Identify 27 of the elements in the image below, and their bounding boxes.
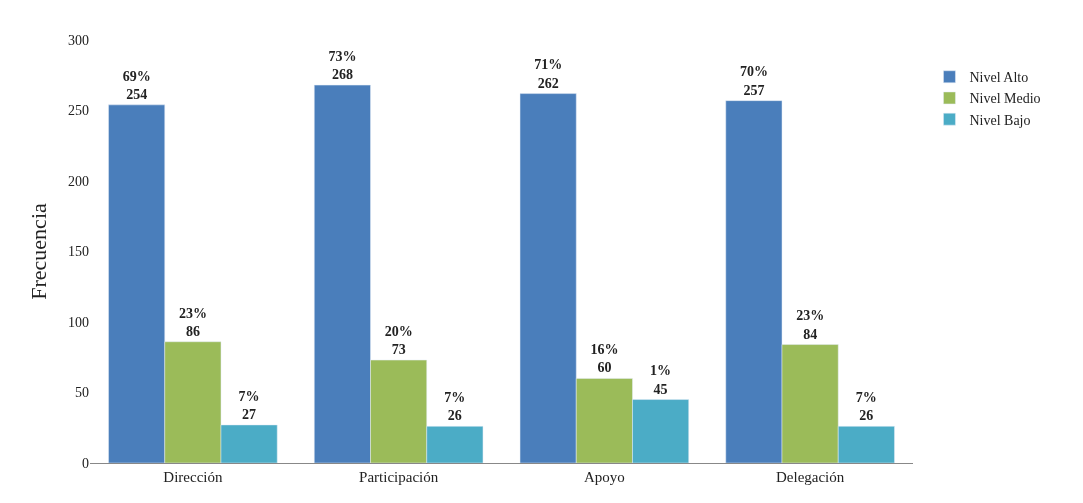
- y-tick-label: 200: [68, 173, 89, 189]
- y-tick-label: 250: [68, 103, 89, 119]
- data-label: 20% 73: [384, 323, 413, 358]
- data-label: 71% 262: [534, 57, 563, 91]
- data-label: 70% 257: [739, 64, 768, 98]
- x-tick-label: Participación: [359, 469, 439, 485]
- y-tick-label: 50: [75, 385, 89, 401]
- data-label: 7% 26: [444, 390, 466, 424]
- data-label: 7% 27: [238, 388, 260, 422]
- data-label: 69% 254: [122, 68, 151, 102]
- data-label: 7% 26: [855, 390, 877, 424]
- data-label: 23% 86: [178, 305, 207, 339]
- y-tick-label: 150: [68, 244, 89, 260]
- data-label: 23% 84: [796, 308, 825, 342]
- data-label: 73% 268: [328, 48, 357, 83]
- x-tick-label: Apoyo: [583, 469, 625, 485]
- data-label: 16% 60: [590, 342, 619, 376]
- legend-label: Nivel Alto: [969, 70, 1029, 86]
- legend-label: Nivel Bajo: [969, 112, 1031, 128]
- y-tick-label: 100: [68, 314, 89, 330]
- x-tick-label: Dirección: [163, 469, 223, 485]
- y-axis-title: Frecuencia: [25, 203, 51, 300]
- y-tick-label: 300: [68, 32, 89, 48]
- x-tick-label: Delegación: [775, 469, 845, 485]
- legend-label: Nivel Medio: [969, 91, 1041, 107]
- data-label: 1% 45: [650, 363, 672, 397]
- y-tick-label: 0: [82, 455, 89, 471]
